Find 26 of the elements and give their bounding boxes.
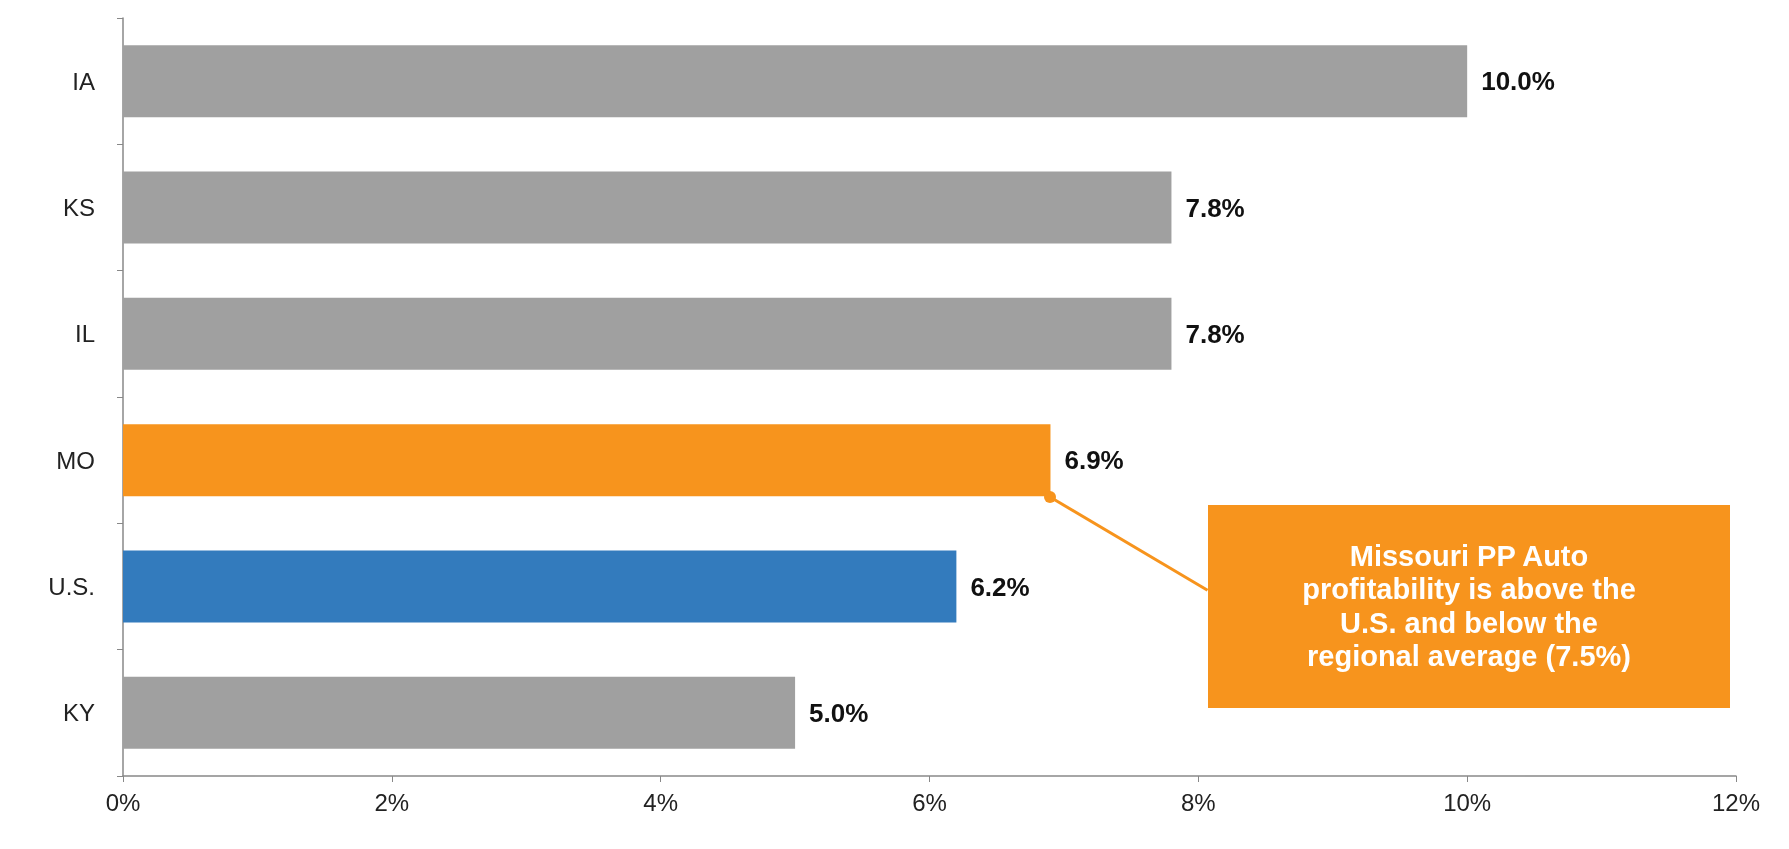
x-tick-label: 6% (912, 788, 947, 816)
annotation: Missouri PP Auto profitability is above the U.S. and below the regional average (7.5%) (1301, 539, 1637, 674)
data-label: 7.8% (1185, 192, 1245, 223)
x-tick-label: 2% (374, 788, 410, 816)
y-tick-label: KY (62, 699, 95, 727)
x-tick-label: 12% (1711, 788, 1761, 816)
x-tick-label: 10% (1443, 788, 1492, 816)
bar (123, 676, 796, 749)
callout-box: Missouri PP Auto profitability is above the U.S. and below the regional average (7.5%) (1208, 505, 1730, 708)
y-tick-label: MO (56, 446, 95, 474)
data-label: 6.9% (1064, 445, 1124, 476)
x-tick-label: 0% (105, 788, 141, 816)
data-label: 5.0% (809, 697, 869, 728)
bar (123, 171, 1172, 244)
x-tick-label: 8% (1180, 788, 1216, 816)
bar (123, 550, 957, 623)
data-label: 10.0% (1481, 66, 1555, 97)
bar (123, 45, 1468, 118)
y-tick-label: IA (72, 67, 95, 95)
bar (123, 297, 1172, 370)
data-label: 6.2% (970, 571, 1030, 602)
data-label: 7.8% (1185, 318, 1245, 349)
y-tick-label: U.S. (48, 573, 95, 600)
x-tick-label: 4% (643, 788, 679, 816)
y-tick-label: KS (62, 194, 95, 221)
y-tick-label: IL (74, 320, 95, 348)
